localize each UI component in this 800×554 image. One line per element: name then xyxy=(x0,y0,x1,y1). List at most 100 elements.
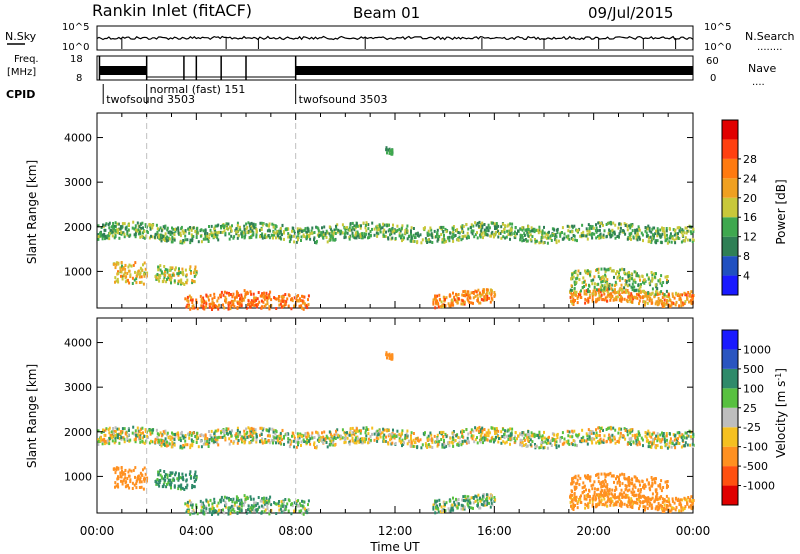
velocity-scatter xyxy=(97,318,695,516)
scatter-cell xyxy=(601,280,604,283)
scatter-cell xyxy=(585,497,588,501)
scatter-cell xyxy=(137,272,140,276)
scatter-cell xyxy=(353,228,356,232)
scatter-cell xyxy=(167,435,170,439)
scatter-cell xyxy=(134,438,137,442)
scatter-cell xyxy=(284,498,287,501)
scatter-cell xyxy=(223,434,226,438)
scatter-cell xyxy=(453,298,456,302)
scatter-cell xyxy=(543,241,546,244)
scatter-cell xyxy=(445,501,448,505)
scatter-cell xyxy=(663,230,666,234)
scatter-cell xyxy=(597,440,599,443)
scatter-cell xyxy=(160,438,163,442)
scatter-cell xyxy=(348,235,351,239)
scatter-cell xyxy=(617,495,619,499)
scatter-cell xyxy=(531,235,534,239)
scatter-cell xyxy=(249,290,252,294)
scatter-cell xyxy=(261,234,264,238)
scatter-cell xyxy=(672,506,674,510)
scatter-cell xyxy=(430,228,433,232)
scatter-cell xyxy=(113,227,116,231)
scatter-cell xyxy=(452,228,455,232)
scatter-cell xyxy=(134,270,136,274)
scatter-cell xyxy=(284,507,287,511)
scatter-cell xyxy=(260,433,263,436)
scatter-cell xyxy=(389,233,391,237)
scatter-cell xyxy=(188,436,191,440)
scatter-cell xyxy=(219,435,222,439)
scatter-cell xyxy=(355,441,358,445)
scatter-cell xyxy=(192,485,195,488)
scatter-cell xyxy=(139,271,142,275)
scatter-cell xyxy=(639,285,642,289)
scatter-cell xyxy=(504,224,506,228)
scatter-cell xyxy=(656,498,659,502)
scatter-cell xyxy=(495,431,498,435)
scatter-cell xyxy=(673,238,676,242)
scatter-cell xyxy=(148,428,151,432)
scatter-cell xyxy=(142,282,145,286)
scatter-cell xyxy=(603,277,606,281)
scatter-cell xyxy=(304,235,307,239)
scatter-cell xyxy=(142,263,144,267)
scatter-cell xyxy=(143,274,146,278)
scatter-cell xyxy=(330,439,333,443)
scatter-cell xyxy=(329,227,332,231)
scatter-cell xyxy=(166,235,168,239)
scatter-cell xyxy=(140,226,143,230)
scatter-cell xyxy=(599,437,602,441)
scatter-cell xyxy=(123,272,126,276)
scatter-cell xyxy=(302,434,305,438)
scatter-cell xyxy=(208,438,211,442)
scatter-cell xyxy=(416,446,419,450)
scatter-cell xyxy=(481,494,484,498)
scatter-cell xyxy=(239,297,241,301)
scatter-cell xyxy=(283,237,285,241)
scatter-cell xyxy=(575,495,578,499)
scatter-cell xyxy=(232,236,235,240)
scatter-cell xyxy=(426,241,429,244)
scatter-cell xyxy=(606,280,608,284)
scatter-cell xyxy=(277,504,280,508)
scatter-cell xyxy=(163,431,166,435)
scatter-cell xyxy=(559,439,562,443)
scatter-cell xyxy=(341,436,344,440)
scatter-cell xyxy=(657,502,660,505)
scatter-cell xyxy=(602,438,605,442)
scatter-cell xyxy=(186,500,189,504)
scatter-cell xyxy=(210,429,213,433)
scatter-cell xyxy=(502,222,505,226)
scatter-cell xyxy=(681,301,684,305)
scatter-cell xyxy=(574,495,577,499)
scatter-cell xyxy=(507,223,510,227)
scatter-cell xyxy=(529,434,532,438)
scatter-cell xyxy=(667,293,670,297)
scatter-cell xyxy=(154,233,157,237)
scatter-cell xyxy=(484,296,487,300)
scatter-cell xyxy=(609,266,612,270)
scatter-cell xyxy=(119,430,122,434)
scatter-cell xyxy=(250,299,253,303)
scatter-cell xyxy=(137,232,140,236)
scatter-cell xyxy=(177,436,180,440)
scatter-cell xyxy=(237,498,240,502)
scatter-cell xyxy=(656,239,659,243)
freq-label: Freq. xyxy=(14,54,39,65)
scatter-cell xyxy=(249,227,252,231)
scatter-cell xyxy=(224,504,226,508)
scatter-cell xyxy=(579,271,582,275)
scatter-cell xyxy=(236,306,239,310)
scatter-cell xyxy=(634,433,637,437)
scatter-cell xyxy=(502,427,505,431)
scatter-cell xyxy=(121,480,124,484)
scatter-cell xyxy=(295,502,298,506)
scatter-cell xyxy=(329,443,332,447)
scatter-cell xyxy=(456,238,459,242)
scatter-cell xyxy=(591,437,594,441)
scatter-cell xyxy=(620,299,623,303)
scatter-cell xyxy=(646,499,649,503)
scatter-cell xyxy=(134,231,137,235)
scatter-cell xyxy=(577,295,580,299)
